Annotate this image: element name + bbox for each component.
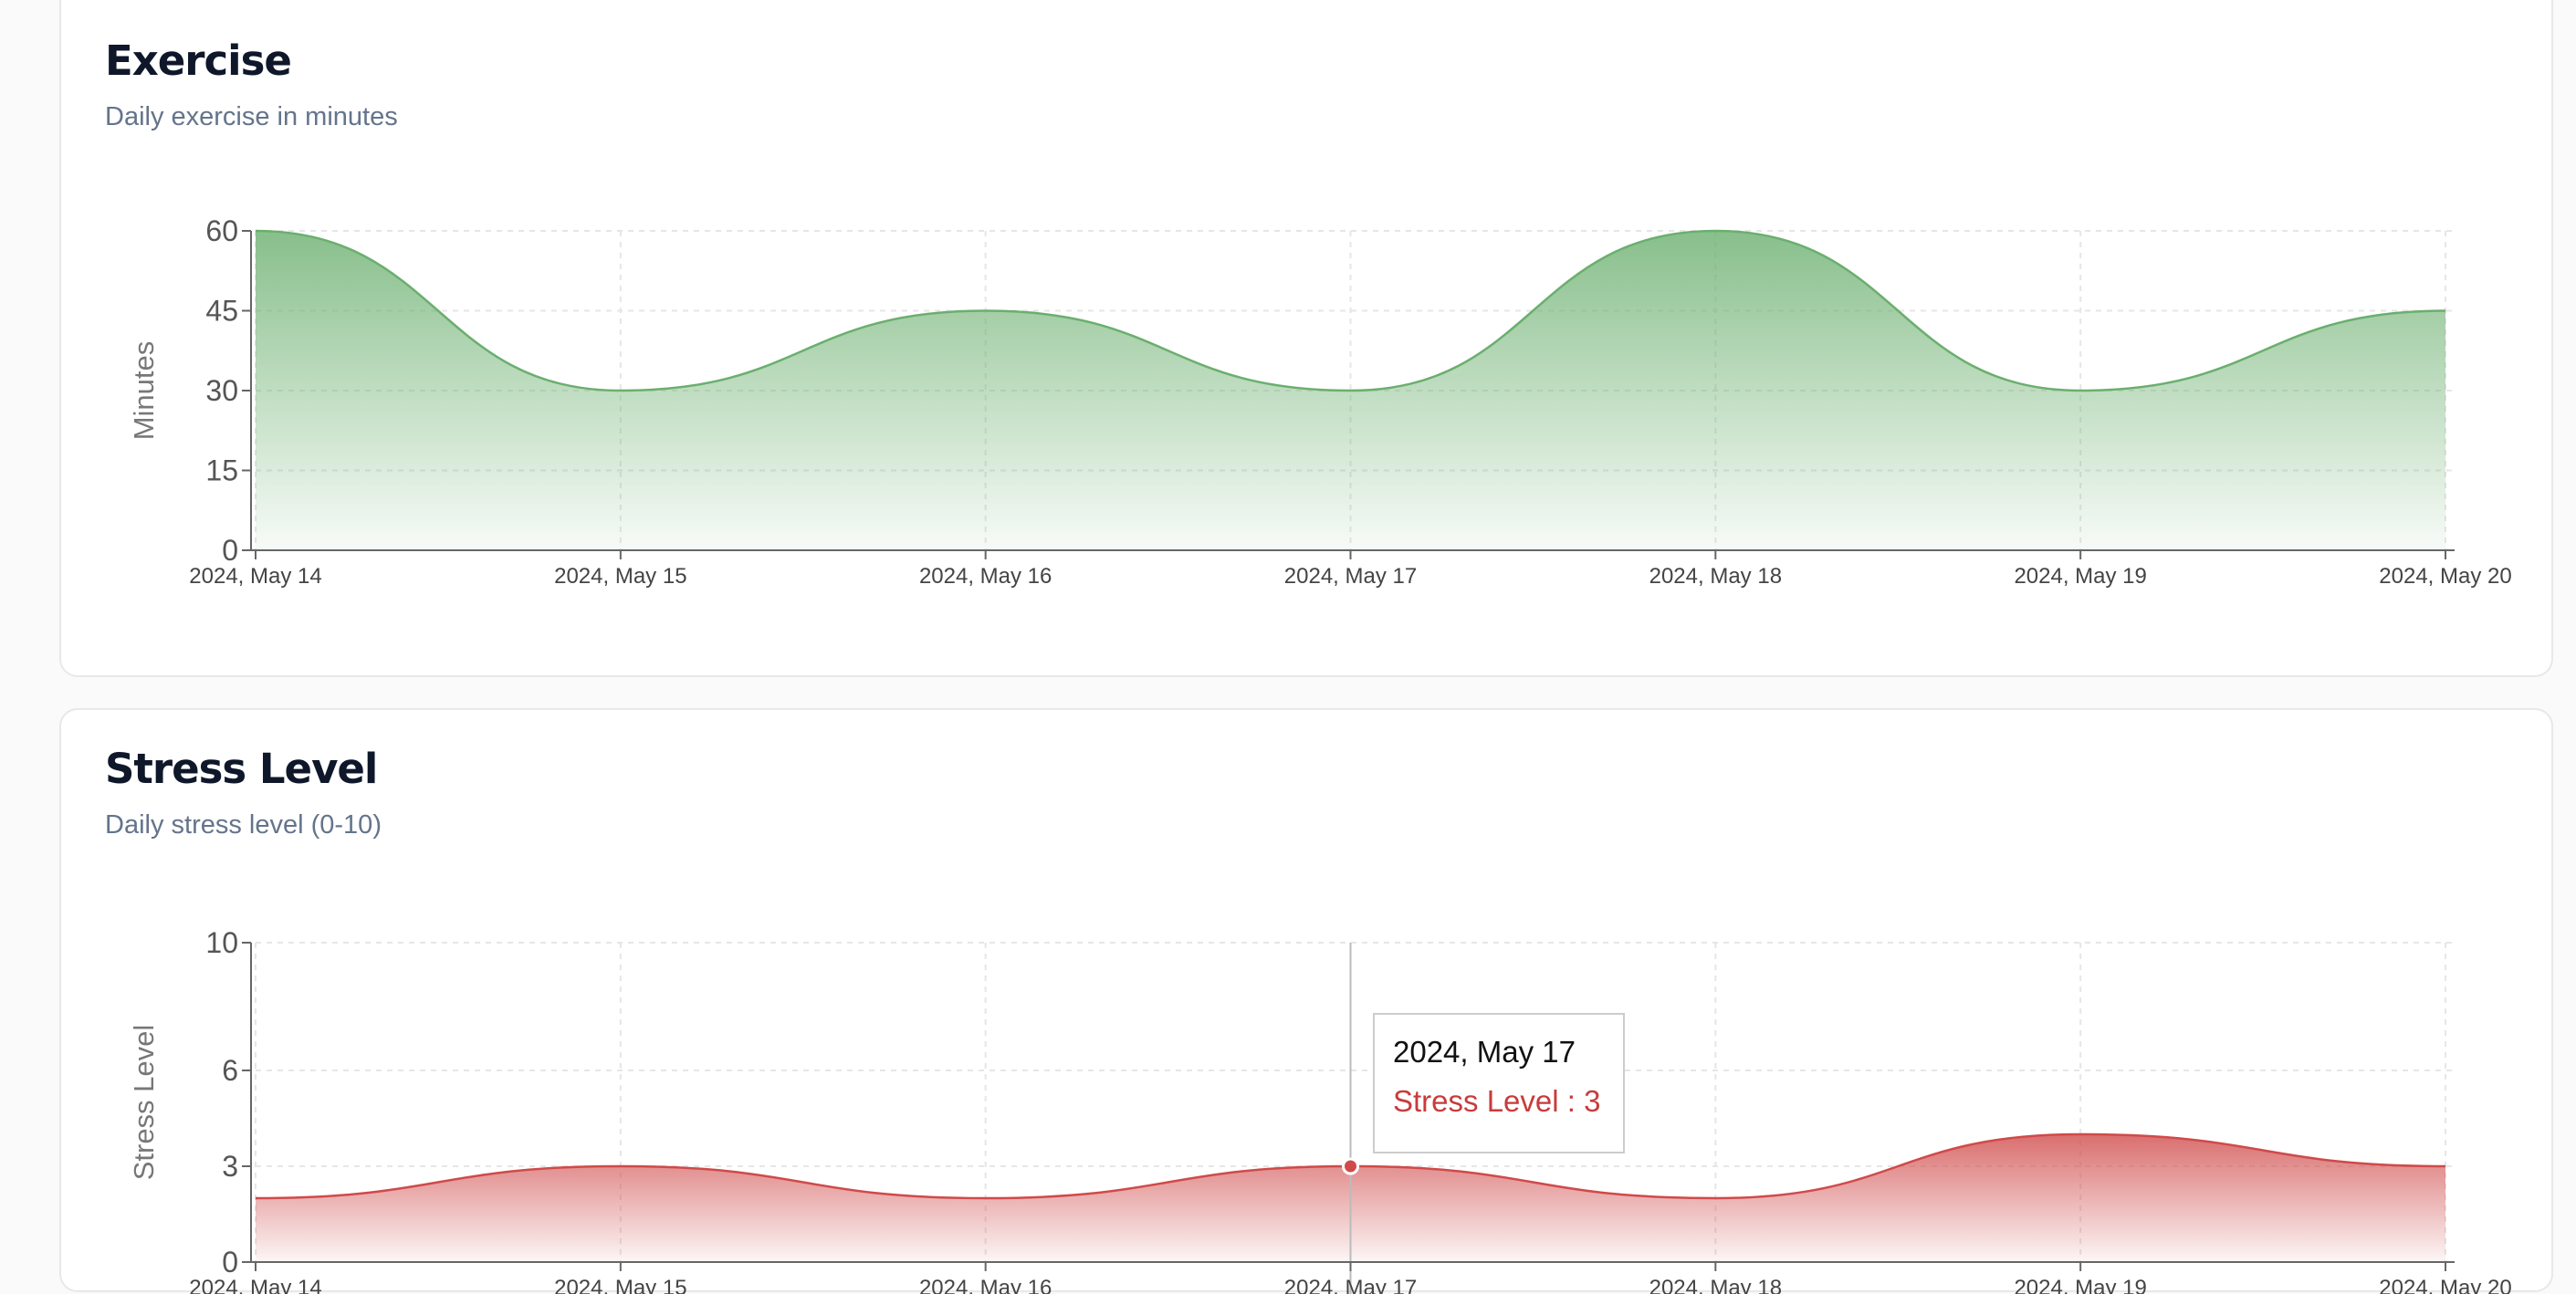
- x-tick-label: 2024, May 18: [1649, 1276, 1782, 1294]
- y-tick-label: 10: [205, 926, 238, 959]
- exercise-card: Exercise Daily exercise in minutes 0 15 30…: [59, 0, 2553, 677]
- y-tick-label: 3: [222, 1150, 238, 1183]
- series-line[interactable]: [255, 229, 2446, 392]
- x-tick-label: 2024, May 20: [2379, 1276, 2511, 1294]
- tooltip-date: 2024, May 17: [1393, 1035, 1576, 1069]
- exercise-area-chart[interactable]: 0 15 30 45 60 2024, May 14 2024, May 15 2024, M…: [61, 0, 2555, 677]
- stress-level-area-chart[interactable]: 0 3 6 10 2024, May 14 2024, May 15 2024, May 1…: [61, 710, 2555, 1294]
- chart-tooltip: 2024, May 17 Stress Level : 3: [1373, 1013, 1625, 1153]
- stress-level-title: Stress Level: [105, 745, 378, 793]
- active-data-point[interactable]: [1342, 1157, 1359, 1175]
- y-tick-label: 30: [205, 374, 238, 407]
- y-axis-title: Minutes: [128, 341, 160, 441]
- x-tick-label: 2024, May 19: [2014, 564, 2146, 589]
- stress-level-subtitle: Daily stress level (0-10): [105, 810, 382, 840]
- y-tick-label: 0: [222, 1246, 238, 1278]
- x-tick-label: 2024, May 16: [919, 564, 1052, 589]
- x-tick-label: 2024, May 14: [189, 1276, 321, 1294]
- y-tick-label: 15: [205, 454, 238, 487]
- x-tick-label: 2024, May 15: [554, 1276, 686, 1294]
- exercise-subtitle: Daily exercise in minutes: [105, 102, 398, 131]
- x-tick-label: 2024, May 16: [919, 1276, 1052, 1294]
- stress-level-card: Stress Level Daily stress level (0-10) 0…: [59, 708, 2555, 1294]
- x-tick-label: 2024, May 18: [1649, 564, 1782, 589]
- x-tick-label: 2024, May 17: [1284, 1276, 1417, 1294]
- x-tick-label: 2024, May 19: [2014, 1276, 2146, 1294]
- x-tick-label: 2024, May 15: [554, 564, 686, 589]
- tooltip-value: Stress Level : 3: [1393, 1084, 1601, 1118]
- y-axis-title: Stress Level: [128, 1025, 160, 1181]
- exercise-title: Exercise: [105, 37, 292, 85]
- x-tick-label: 2024, May 20: [2379, 564, 2511, 589]
- y-tick-label: 60: [205, 214, 238, 247]
- x-tick-label: 2024, May 17: [1284, 564, 1417, 589]
- y-tick-label: 0: [222, 534, 238, 567]
- y-tick-label: 45: [205, 295, 238, 328]
- y-tick-label: 6: [222, 1054, 238, 1087]
- x-tick-label: 2024, May 14: [189, 564, 321, 589]
